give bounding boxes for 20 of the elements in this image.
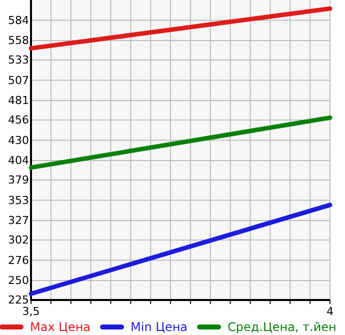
y-tick-label: 276 bbox=[8, 254, 29, 267]
x-tick-label: 3,5 bbox=[22, 304, 40, 318]
y-tick-label: 404 bbox=[8, 154, 29, 168]
legend-label: Сред.Цена, т.йен bbox=[228, 320, 336, 334]
y-tick-label: 481 bbox=[8, 94, 29, 108]
y-tick-label: 584 bbox=[8, 14, 29, 27]
y-tick-label: 533 bbox=[8, 54, 29, 67]
y-tick-label: 302 bbox=[8, 234, 29, 247]
y-tick-label: 327 bbox=[8, 214, 29, 228]
x-tick-label: 4 bbox=[326, 304, 334, 318]
y-tick-label: 430 bbox=[8, 134, 29, 147]
y-tick-label: 379 bbox=[8, 174, 29, 187]
y-tick-label: 225 bbox=[8, 294, 29, 307]
y-tick-label: 507 bbox=[8, 74, 29, 87]
y-tick-label: 558 bbox=[8, 34, 29, 48]
y-tick-label: 456 bbox=[8, 114, 29, 127]
legend-label: Max Цена bbox=[30, 320, 91, 334]
y-tick-label: 353 bbox=[8, 194, 29, 207]
legend-label: Min Цена bbox=[130, 320, 188, 334]
y-tick-label: 250 bbox=[8, 274, 29, 288]
